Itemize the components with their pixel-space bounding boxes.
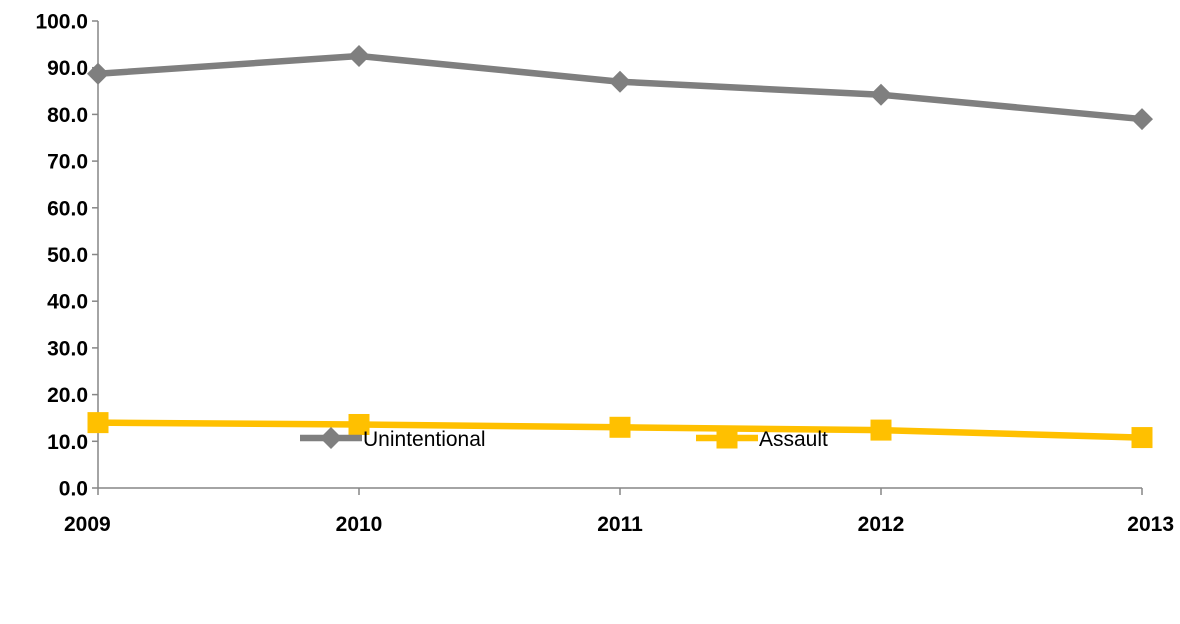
x-tick-label: 2010 bbox=[336, 513, 383, 536]
y-tick-label: 10.0 bbox=[47, 431, 88, 454]
legend-label: Assault bbox=[759, 428, 828, 451]
x-tick-label: 2013 bbox=[1127, 513, 1174, 536]
chart-series bbox=[87, 45, 1153, 449]
data-point-unintentional bbox=[1131, 108, 1153, 131]
legend-label: Unintentional bbox=[363, 428, 486, 451]
y-axis-tick-labels: 0.0 10.0 20.0 30.0 40.0 50.0 60.0 70.0 80.0 90.0 1… bbox=[35, 11, 88, 501]
chart-legend: Unintentional Assault bbox=[300, 427, 828, 451]
legend-item-assault: Assault bbox=[696, 427, 828, 451]
x-tick-label: 2011 bbox=[597, 513, 643, 536]
legend-item-unintentional: Unintentional bbox=[300, 427, 486, 451]
y-tick-label: 50.0 bbox=[47, 244, 88, 267]
y-tick-label: 40.0 bbox=[47, 291, 88, 314]
data-point-assault bbox=[87, 412, 109, 434]
legend-marker bbox=[320, 427, 342, 449]
data-point-assault bbox=[348, 413, 370, 435]
data-point-unintentional bbox=[348, 45, 370, 68]
y-tick-label: 100.0 bbox=[35, 11, 88, 34]
x-tick-label: 2009 bbox=[64, 513, 111, 536]
y-tick-label: 90.0 bbox=[47, 57, 88, 80]
y-tick-label: 80.0 bbox=[47, 104, 88, 127]
data-point-assault bbox=[1131, 427, 1153, 449]
chart-axes bbox=[92, 20, 1143, 495]
y-tick-label: 70.0 bbox=[47, 151, 88, 174]
y-tick-label: 20.0 bbox=[47, 384, 88, 407]
legend-marker bbox=[716, 427, 738, 449]
data-point-unintentional bbox=[870, 83, 892, 106]
data-point-assault bbox=[609, 416, 631, 438]
data-point-unintentional bbox=[87, 62, 109, 85]
y-tick-label: 60.0 bbox=[47, 197, 88, 220]
data-point-assault bbox=[870, 419, 892, 441]
y-tick-label: 0.0 bbox=[59, 478, 88, 501]
y-tick-label: 30.0 bbox=[47, 337, 88, 360]
data-point-unintentional bbox=[609, 70, 631, 93]
x-axis-tick-labels: 2009 2010 2011 2012 2013 bbox=[64, 513, 1174, 536]
x-tick-label: 2012 bbox=[858, 513, 905, 536]
